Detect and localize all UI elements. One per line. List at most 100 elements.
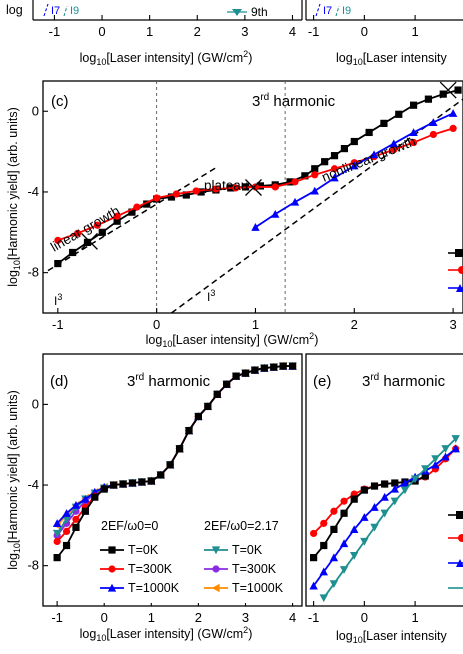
data-point <box>204 402 212 411</box>
data-point <box>310 554 318 562</box>
legend-group2-header: 2EF/ω0=2.17 <box>204 519 279 533</box>
x-tick-label: -1 <box>51 610 63 625</box>
data-point <box>380 509 389 518</box>
x-tick-label: -1 <box>49 24 61 39</box>
panel-e-xlabel: log10[Laser intensity <box>336 629 448 645</box>
data-point <box>153 194 161 202</box>
data-point <box>340 509 348 517</box>
data-point <box>365 128 373 137</box>
panel-e-title: 3rd harmonic <box>362 372 446 390</box>
data-point <box>451 444 460 453</box>
data-point <box>113 212 121 220</box>
data-point <box>62 541 71 550</box>
panel-c-ylabel: log10[Harmonic yield] (arb. units) <box>6 107 22 287</box>
data-point <box>400 486 410 495</box>
data-point <box>166 461 174 469</box>
x-tick-label: 4 <box>289 24 296 39</box>
data-point <box>113 217 121 225</box>
panel-d-legend: 2EF/ω0=0 2EF/ω0=2.17 T=0K T=300K T=1000K T=0K… <box>97 515 300 603</box>
legend-label: T=1000K <box>232 581 284 595</box>
data-point <box>360 537 369 546</box>
data-point <box>350 495 358 503</box>
data-point <box>410 475 420 484</box>
panel-d: (d) 3rd harmonic log10[Harmonic yield] (… <box>6 353 303 643</box>
data-point <box>128 208 136 216</box>
data-point <box>251 183 260 191</box>
data-point <box>213 390 221 398</box>
legend-marker <box>211 546 221 555</box>
data-point <box>197 188 205 196</box>
data-point <box>301 172 309 180</box>
data-point <box>147 477 155 485</box>
x-tick-label: 0 <box>101 610 108 625</box>
data-point <box>72 523 80 531</box>
data-point <box>339 566 349 574</box>
data-point <box>52 529 62 538</box>
data-point <box>54 259 62 268</box>
data-point <box>454 86 462 94</box>
data-point <box>350 161 359 170</box>
x-tick-label: 1 <box>146 24 153 39</box>
legend-label: T=300K <box>232 562 277 576</box>
data-point <box>119 480 127 488</box>
panel-c-letter: (c) <box>51 93 69 110</box>
annotation-linear-growth: linear growth <box>48 203 122 255</box>
data-point <box>212 185 220 193</box>
data-point <box>441 452 450 461</box>
panel-c-frame <box>42 80 463 314</box>
data-point <box>390 497 400 506</box>
data-point <box>431 455 440 464</box>
data-point <box>424 95 433 103</box>
data-point <box>54 236 62 244</box>
panel-d-frame <box>42 353 303 607</box>
data-point <box>350 552 359 560</box>
data-point <box>286 178 294 186</box>
data-point <box>167 193 176 201</box>
y-tick-label: -4 <box>27 477 39 492</box>
data-point <box>409 138 418 147</box>
panel-d-ylabel: log10[Harmonic yield] (arb. units) <box>6 390 22 570</box>
data-point <box>370 503 379 511</box>
top-left-xlabel: log10[Laser intensity] (GW/cm2) <box>80 49 253 67</box>
y-tick-label: 0 <box>32 103 39 118</box>
data-point <box>69 248 77 257</box>
x-tick-label: 0 <box>98 24 105 39</box>
data-point <box>182 191 190 199</box>
data-point <box>52 519 62 527</box>
data-point <box>319 594 328 603</box>
top-right-annotation-i9: I9 <box>342 5 351 17</box>
top-strip: log -1 0 1 2 3 4 -1 0 1 I7 I9 9th I7 I9 log10[L… <box>6 0 463 67</box>
top-right-annotation-i7: I7 <box>323 5 332 17</box>
legend-label: T=300K <box>128 562 173 576</box>
crossover-marker <box>245 179 262 196</box>
panel-d-title: 3rd harmonic <box>127 372 211 390</box>
data-point <box>321 158 329 166</box>
crossover-marker <box>80 232 98 250</box>
x-tick-label: 4 <box>289 610 296 625</box>
series-line-3 <box>56 365 293 534</box>
data-point <box>380 492 389 501</box>
data-point <box>143 200 151 208</box>
data-point <box>91 493 99 501</box>
data-point <box>380 119 388 127</box>
x-tick-label: 0 <box>361 24 368 39</box>
data-point <box>421 465 430 474</box>
panel-e-frame <box>305 353 463 607</box>
data-point <box>232 372 240 380</box>
legend-label: T=0K <box>232 543 263 557</box>
data-point <box>329 553 339 562</box>
data-point <box>431 460 440 469</box>
data-point <box>62 527 71 536</box>
data-point <box>223 380 231 388</box>
legend-9th-label: 9th <box>251 5 268 19</box>
x-tick-label: 1 <box>252 317 259 332</box>
data-point <box>350 525 359 533</box>
data-point <box>271 209 280 218</box>
data-point <box>330 507 338 515</box>
data-point <box>429 130 437 139</box>
x-tick-label: -1 <box>52 317 64 332</box>
annotation-i3-left: I3 <box>54 292 62 308</box>
annotation-plateau: plateau <box>204 178 248 193</box>
data-point <box>270 363 278 371</box>
